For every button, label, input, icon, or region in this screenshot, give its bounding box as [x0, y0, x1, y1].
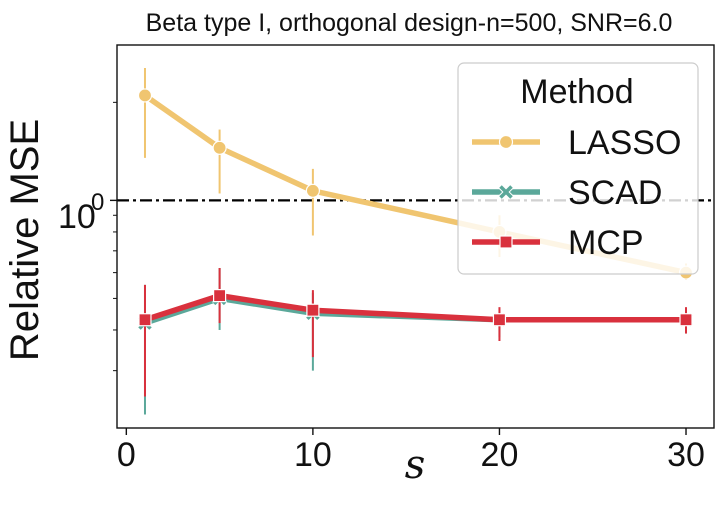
mcp-point: [306, 303, 320, 317]
x-tick-label: 0: [117, 436, 136, 474]
legend-marker-scad: [498, 184, 514, 200]
y-tick-label-base: 10: [58, 198, 96, 236]
legend-entry-lasso: LASSO: [472, 124, 681, 162]
mcp-point: [492, 313, 507, 327]
legend-label-lasso: LASSO: [568, 124, 681, 162]
legend-title: Method: [520, 73, 633, 111]
legend-marker-mcp: [499, 235, 513, 249]
lasso-point: [212, 140, 227, 155]
chart-title: Beta type I, orthogonal design-n=500, SN…: [146, 9, 673, 37]
y-axis-label: Relative MSE: [3, 119, 47, 361]
mcp-point: [138, 313, 152, 327]
x-tick-label: 30: [667, 436, 705, 474]
legend-entry-mcp: MCP: [472, 224, 644, 262]
lasso-point: [137, 88, 153, 103]
y-axis: 10 0: [58, 101, 117, 372]
mcp-point: [679, 313, 693, 327]
legend-marker-lasso: [498, 134, 514, 150]
legend-box: [457, 62, 699, 275]
y-tick-label-exponent: 0: [91, 189, 104, 216]
legend-label-mcp: MCP: [568, 224, 644, 262]
plot-frame: [116, 44, 715, 429]
legend-entry-scad: SCAD: [472, 174, 662, 212]
x-tick-label: 10: [294, 436, 332, 474]
mcp-point: [213, 289, 227, 303]
x-axis-label: s: [405, 442, 426, 488]
series-mcp: [138, 267, 693, 397]
x-axis: 0 10 20 30: [117, 428, 705, 474]
legend-label-scad: SCAD: [568, 174, 662, 212]
lasso-point: [305, 183, 320, 198]
x-tick-label: 20: [481, 436, 519, 474]
legend: Method LASSO SCAD MCP: [457, 62, 699, 275]
